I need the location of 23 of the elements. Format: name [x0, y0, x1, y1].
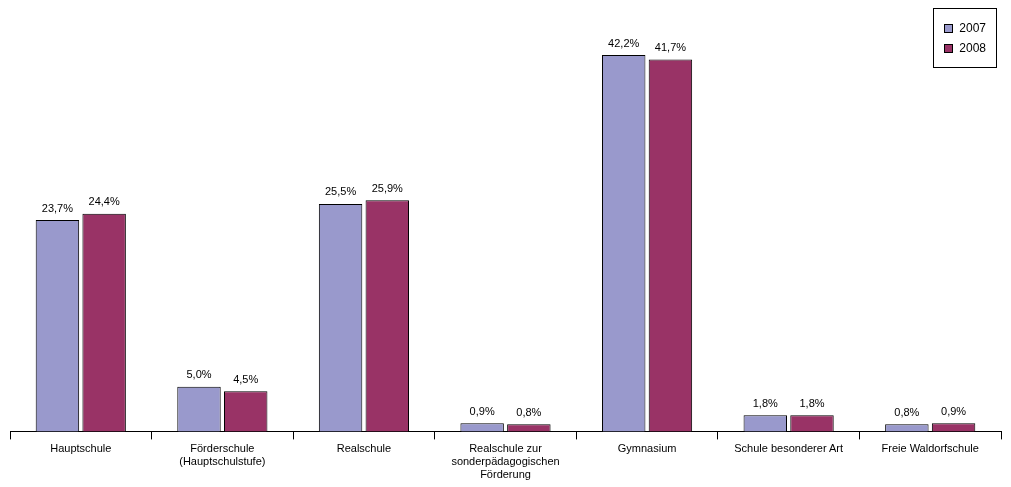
data-label: 42,2%: [608, 36, 640, 49]
data-label: 0,9%: [941, 404, 967, 417]
data-label: 25,9%: [371, 181, 404, 194]
x-tick-label: Hauptschule: [50, 442, 112, 455]
legend-label: 2008: [958, 41, 986, 55]
data-label: 0,8%: [894, 405, 920, 418]
x-tick-label: Realschule zur sonderpädagogischen Förderung: [451, 442, 560, 481]
data-label: 0,9%: [469, 404, 495, 417]
data-label: 41,7%: [654, 40, 687, 53]
x-tick-label: Förderschule (Hauptschulstufe): [179, 442, 266, 468]
data-label: 25,5%: [324, 185, 357, 198]
x-tick-label: Freie Waldorfschule: [881, 442, 979, 455]
data-label: 24,4%: [88, 195, 120, 208]
data-label: 4,5%: [233, 372, 259, 385]
x-tick-label: Schule besonderer Art: [734, 442, 844, 455]
data-label: 5,0%: [186, 368, 212, 381]
data-label: 1,8%: [799, 396, 825, 409]
x-tick-label: Realschule: [336, 442, 392, 455]
data-label: 0,8%: [516, 405, 542, 418]
data-label: 23,7%: [41, 201, 74, 214]
legend-label: 2007: [958, 21, 986, 35]
data-label: 1,8%: [752, 396, 779, 409]
x-tick-label: Gymnasium: [617, 442, 677, 455]
